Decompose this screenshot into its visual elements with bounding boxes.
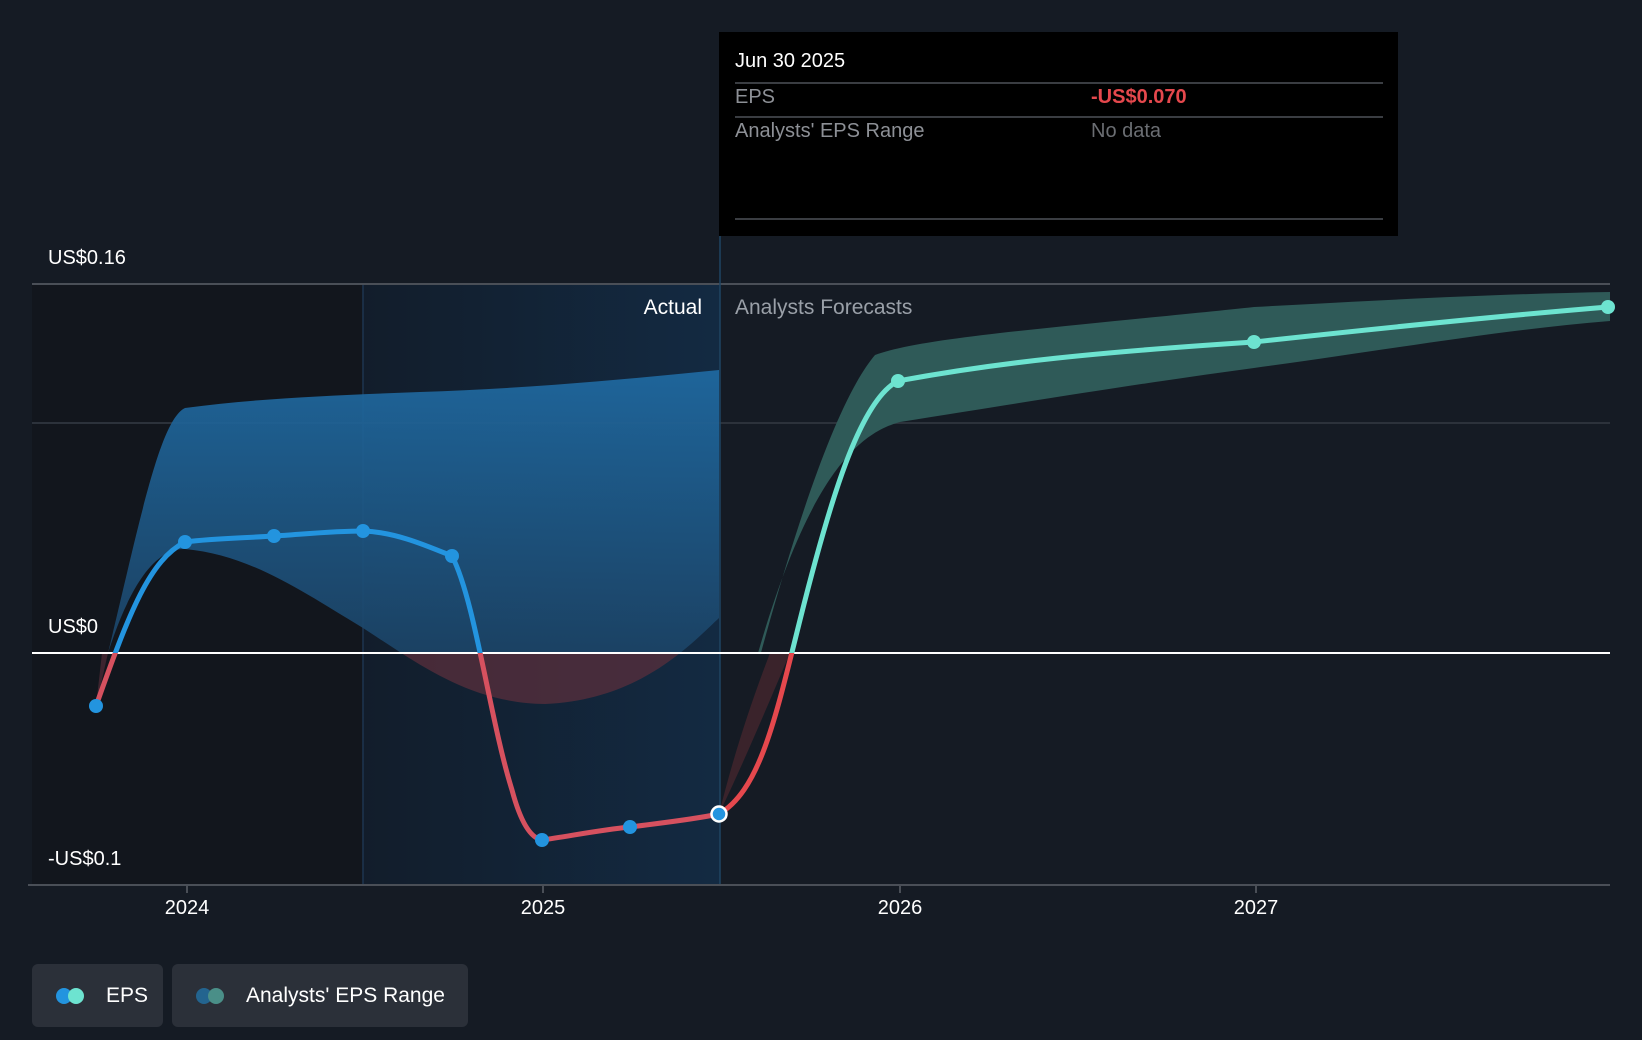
eps-forecast-point[interactable] bbox=[1601, 300, 1615, 314]
x-axis-label-2026: 2026 bbox=[877, 897, 923, 919]
eps-point-selected[interactable] bbox=[710, 805, 728, 823]
x-axis-label-2024: 2024 bbox=[164, 897, 210, 919]
y-axis-label-zero: US$0 bbox=[48, 616, 99, 638]
eps-line-forecast-positive bbox=[789, 304, 1611, 653]
eps-point[interactable] bbox=[445, 549, 459, 563]
tooltip-date: Jun 30 2025 bbox=[735, 50, 846, 72]
forecast-range-area-negative bbox=[719, 653, 790, 814]
tooltip-range-label: Analysts' EPS Range bbox=[735, 120, 925, 142]
range-legend-icon bbox=[196, 987, 226, 1004]
eps-point[interactable] bbox=[623, 820, 637, 834]
eps-forecast-point[interactable] bbox=[891, 374, 905, 388]
legend-range-button[interactable]: Analysts' EPS Range bbox=[172, 964, 468, 1027]
eps-point[interactable] bbox=[535, 833, 549, 847]
tooltip-divider bbox=[735, 116, 1383, 118]
forecast-range-area bbox=[758, 292, 1610, 653]
historical-range-area-negative bbox=[363, 653, 719, 704]
tooltip-eps-value: -US$0.070 bbox=[1091, 86, 1187, 108]
eps-point[interactable] bbox=[267, 529, 281, 543]
tooltip-range-value: No data bbox=[1091, 120, 1162, 142]
eps-point[interactable] bbox=[356, 524, 370, 538]
y-axis-label-bottom: -US$0.1 bbox=[48, 848, 122, 870]
eps-line-actual-negative bbox=[93, 653, 722, 843]
region-label-actual: Actual bbox=[643, 296, 702, 319]
historical-range-area bbox=[108, 370, 719, 653]
eps-line-forecast-negative bbox=[716, 653, 795, 817]
y-axis-label-top: US$0.16 bbox=[48, 247, 126, 269]
eps-actual-points bbox=[89, 524, 637, 847]
eps-forecast-points bbox=[891, 300, 1615, 388]
x-axis-label-2025: 2025 bbox=[520, 897, 566, 919]
legend-eps-label: EPS bbox=[106, 983, 149, 1007]
legend-eps-button[interactable]: EPS bbox=[32, 964, 163, 1027]
eps-point[interactable] bbox=[89, 699, 103, 713]
legend-range-label: Analysts' EPS Range bbox=[246, 983, 445, 1007]
eps-legend-icon bbox=[56, 987, 86, 1004]
region-label-forecast: Analysts Forecasts bbox=[735, 296, 913, 319]
eps-point[interactable] bbox=[178, 535, 192, 549]
chart-tooltip: Jun 30 2025 EPS -US$0.070 Analysts' EPS … bbox=[719, 32, 1398, 236]
tooltip-eps-label: EPS bbox=[735, 86, 776, 108]
eps-forecast-point[interactable] bbox=[1247, 335, 1261, 349]
tooltip-divider bbox=[735, 82, 1383, 84]
x-axis-label-2027: 2027 bbox=[1233, 897, 1279, 919]
tooltip-divider bbox=[735, 218, 1383, 220]
